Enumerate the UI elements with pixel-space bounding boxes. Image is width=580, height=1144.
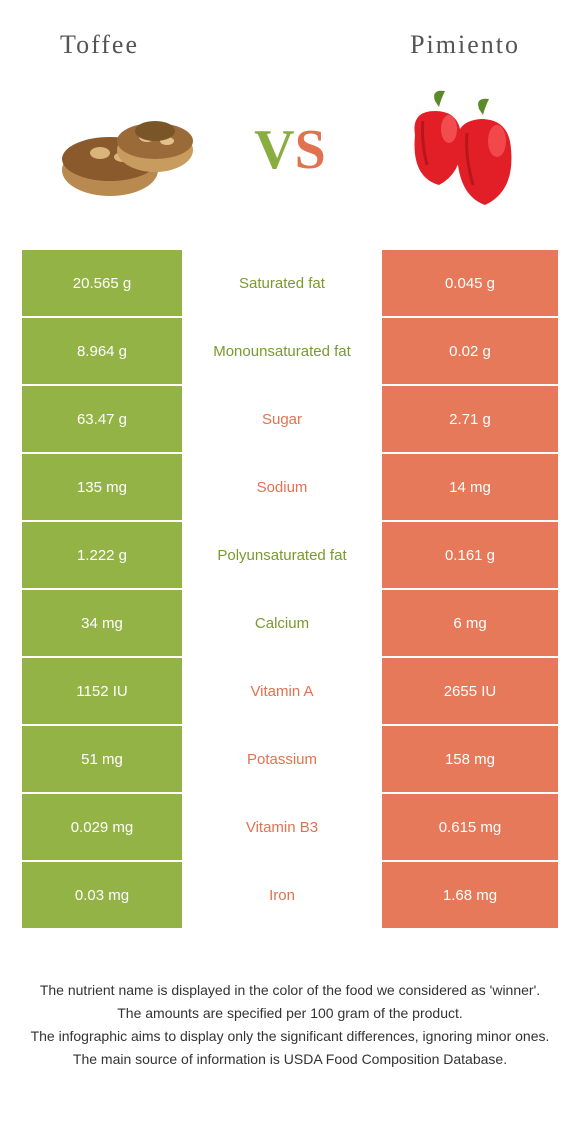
nutrient-label: Monounsaturated fat [182, 318, 382, 384]
right-value: 14 mg [382, 454, 558, 520]
right-value: 2655 IU [382, 658, 558, 724]
left-value: 0.029 mg [22, 794, 182, 860]
nutrient-label: Vitamin A [182, 658, 382, 724]
footer-notes: The nutrient name is displayed in the co… [0, 930, 580, 1070]
images-row: VS [0, 80, 580, 250]
footer-line-3: The infographic aims to display only the… [30, 1026, 550, 1047]
right-value: 1.68 mg [382, 862, 558, 928]
nutrient-label: Sodium [182, 454, 382, 520]
left-value: 20.565 g [22, 250, 182, 316]
table-row: 0.03 mgIron1.68 mg [22, 862, 558, 930]
right-value: 2.71 g [382, 386, 558, 452]
right-value: 6 mg [382, 590, 558, 656]
nutrient-label: Sugar [182, 386, 382, 452]
table-row: 1.222 gPolyunsaturated fat0.161 g [22, 522, 558, 590]
footer-line-4: The main source of information is USDA F… [30, 1049, 550, 1070]
vs-label: VS [254, 118, 326, 182]
left-food-title: Toffee [60, 30, 139, 60]
footer-line-1: The nutrient name is displayed in the co… [30, 980, 550, 1001]
right-value: 158 mg [382, 726, 558, 792]
table-row: 20.565 gSaturated fat0.045 g [22, 250, 558, 318]
table-row: 0.029 mgVitamin B30.615 mg [22, 794, 558, 862]
table-row: 34 mgCalcium6 mg [22, 590, 558, 658]
nutrient-label: Saturated fat [182, 250, 382, 316]
left-value: 51 mg [22, 726, 182, 792]
table-row: 63.47 gSugar2.71 g [22, 386, 558, 454]
table-row: 1152 IUVitamin A2655 IU [22, 658, 558, 726]
nutrient-label: Potassium [182, 726, 382, 792]
pimiento-image [375, 90, 525, 210]
table-row: 8.964 gMonounsaturated fat0.02 g [22, 318, 558, 386]
right-food-title: Pimiento [410, 30, 520, 60]
nutrient-label: Iron [182, 862, 382, 928]
nutrient-label: Vitamin B3 [182, 794, 382, 860]
left-value: 8.964 g [22, 318, 182, 384]
vs-v: V [254, 119, 294, 181]
left-value: 0.03 mg [22, 862, 182, 928]
left-value: 135 mg [22, 454, 182, 520]
right-value: 0.045 g [382, 250, 558, 316]
nutrient-table: 20.565 gSaturated fat0.045 g8.964 gMonou… [22, 250, 558, 930]
table-row: 51 mgPotassium158 mg [22, 726, 558, 794]
toffee-image [55, 90, 205, 210]
right-value: 0.161 g [382, 522, 558, 588]
vs-s: S [295, 119, 326, 181]
right-value: 0.02 g [382, 318, 558, 384]
nutrient-label: Polyunsaturated fat [182, 522, 382, 588]
left-value: 1152 IU [22, 658, 182, 724]
left-value: 63.47 g [22, 386, 182, 452]
right-value: 0.615 mg [382, 794, 558, 860]
table-row: 135 mgSodium14 mg [22, 454, 558, 522]
left-value: 34 mg [22, 590, 182, 656]
header: Toffee Pimiento [0, 0, 580, 80]
left-value: 1.222 g [22, 522, 182, 588]
nutrient-label: Calcium [182, 590, 382, 656]
footer-line-2: The amounts are specified per 100 gram o… [30, 1003, 550, 1024]
